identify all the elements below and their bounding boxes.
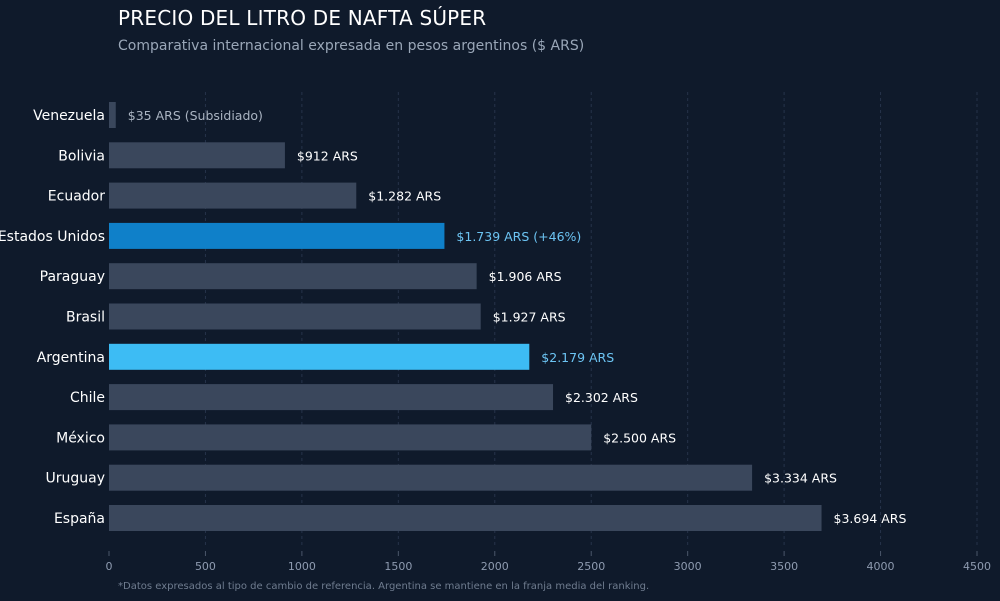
category-labels: Venezuela Bolivia Ecuador Estados Unidos Par…	[0, 108, 105, 527]
chart-subtitle: Comparativa internacional expresada en p…	[118, 38, 585, 54]
data-label: $3.334 ARS	[764, 471, 837, 486]
bar	[109, 182, 357, 209]
category-label: Paraguay	[40, 269, 105, 285]
bar	[109, 424, 592, 451]
bar	[109, 384, 554, 411]
data-label: $2.302 ARS	[565, 390, 638, 405]
bar	[109, 102, 116, 128]
category-label: Estados Unidos	[0, 229, 105, 245]
data-label: $1.927 ARS	[493, 310, 566, 325]
x-tick-label: 4000	[867, 560, 895, 573]
category-label: Venezuela	[33, 108, 105, 124]
x-tick-label: 2000	[481, 560, 509, 573]
bar	[109, 464, 753, 491]
bar	[109, 343, 530, 370]
chart-title: PRECIO DEL LITRO DE NAFTA SÚPER	[118, 6, 487, 30]
value-labels: $35 ARS (Subsidiado) $912 ARS $1.282 ARS $1…	[128, 108, 907, 526]
bar	[109, 505, 822, 531]
data-label: $2.500 ARS	[603, 430, 676, 445]
x-tick-label: 1000	[288, 560, 316, 573]
category-label: Bolivia	[58, 148, 105, 164]
category-label: Argentina	[37, 350, 105, 366]
bar	[109, 303, 481, 330]
x-tick-label: 3000	[674, 560, 702, 573]
category-label: Ecuador	[48, 189, 105, 205]
category-label: España	[54, 511, 105, 527]
x-tick-label: 500	[195, 560, 216, 573]
data-label: $1.906 ARS	[489, 269, 562, 284]
bar	[109, 263, 477, 290]
bar	[109, 222, 445, 249]
category-label: Uruguay	[46, 471, 106, 487]
data-label: $2.179 ARS	[541, 350, 614, 365]
footnote: *Datos expresados al tipo de cambio de r…	[118, 581, 650, 592]
x-tick-label: 2500	[577, 560, 605, 573]
bars	[109, 102, 822, 531]
data-label: $912 ARS	[297, 148, 358, 163]
x-tick-label: 4500	[963, 560, 991, 573]
x-tick-label: 3500	[770, 560, 798, 573]
data-label: $1.282 ARS	[368, 189, 441, 204]
data-label: $3.694 ARS	[834, 511, 907, 526]
bar	[109, 142, 285, 169]
category-label: México	[56, 430, 105, 446]
data-label: $35 ARS (Subsidiado)	[128, 108, 263, 123]
x-axis: 0 500 1000 1500 2000 2500 3000 3500 4000 4500	[106, 551, 991, 573]
category-label: Chile	[70, 390, 105, 406]
x-tick-label: 0	[106, 560, 113, 573]
data-label: $1.739 ARS (+46%)	[456, 229, 581, 244]
x-tick-label: 1500	[384, 560, 412, 573]
category-label: Brasil	[66, 310, 105, 326]
